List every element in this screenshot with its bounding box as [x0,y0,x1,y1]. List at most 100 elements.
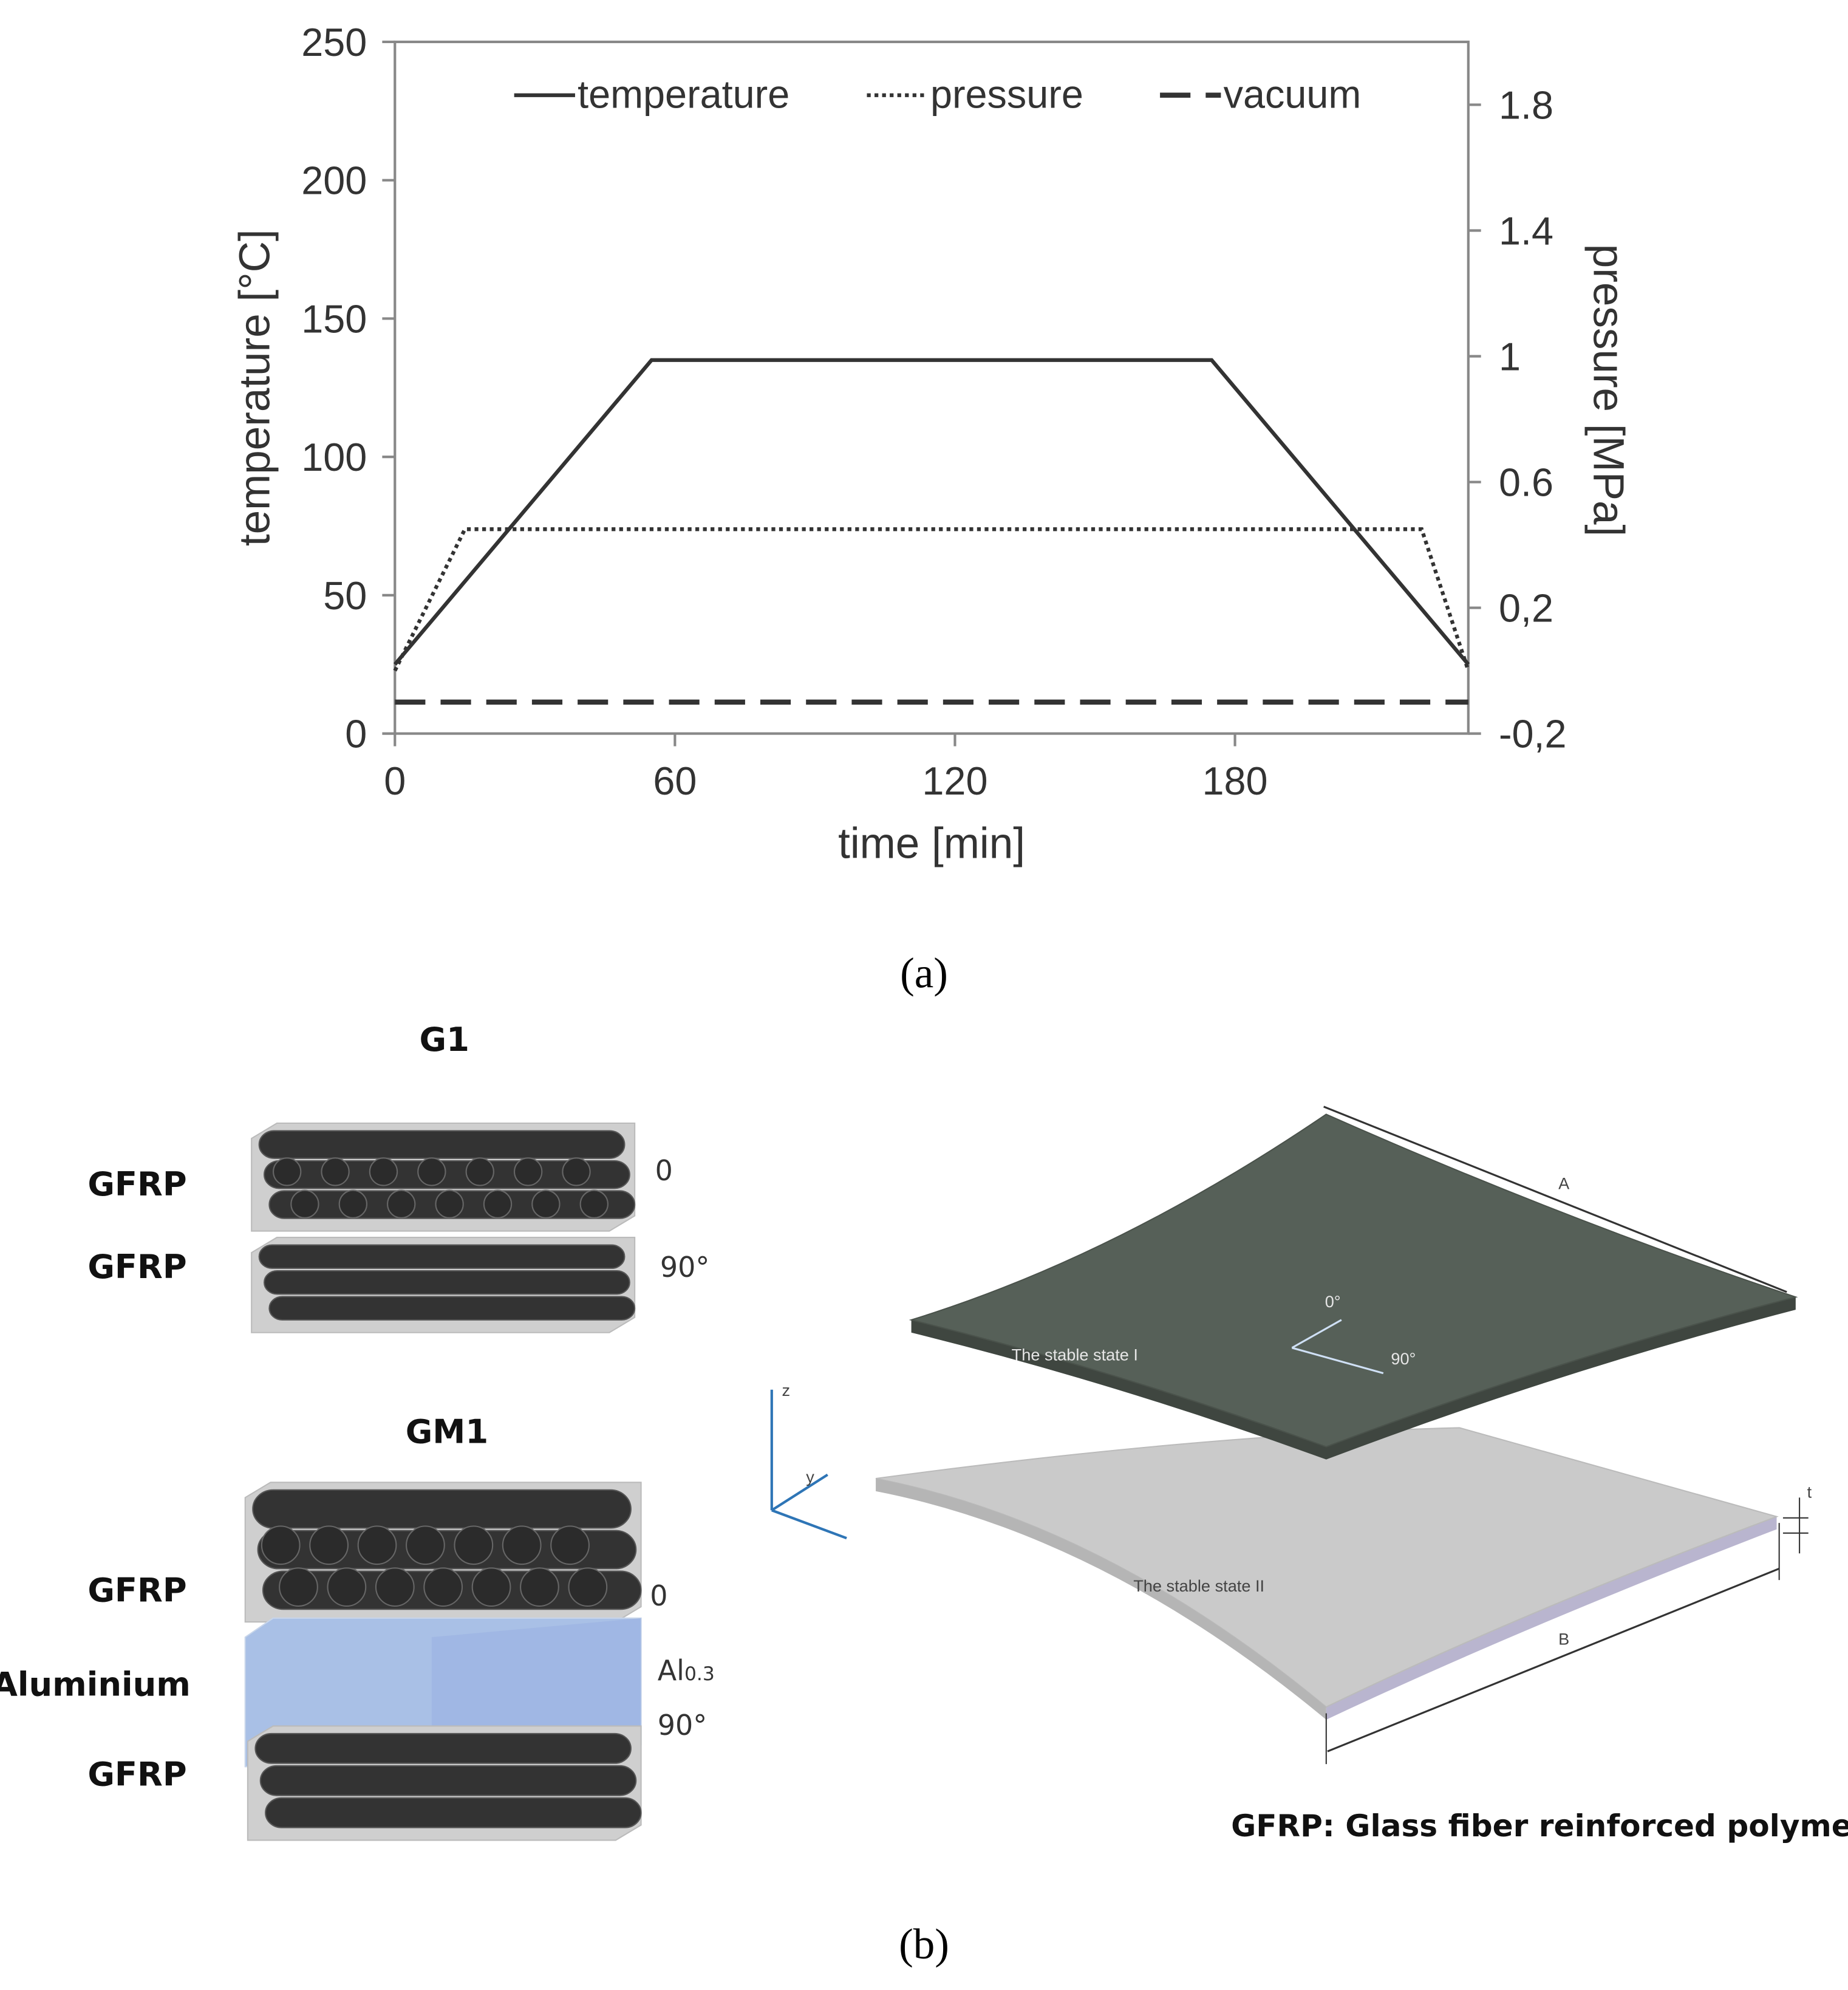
legend-label: vacuum [1224,72,1362,117]
x-tick-label: 180 [1202,759,1268,803]
x-axis-title: time [min] [838,819,1025,867]
fiber-end [327,1567,367,1607]
dimension-label: B [1558,1630,1569,1649]
fiber-end [423,1567,463,1607]
x-tick-label: 0 [384,759,406,803]
fiber-rod [258,1244,626,1269]
fiber-end [465,1157,494,1186]
fiber-end [357,1525,397,1565]
y2-tick-label: 1.4 [1499,208,1553,253]
fiber-end [321,1157,350,1186]
direction-arrow [1291,1319,1342,1349]
fiber-rod [265,1797,642,1828]
legend-label: pressure [930,72,1083,117]
fiber-end [309,1525,349,1565]
legend-label: temperature [578,72,789,117]
data-line [393,358,1470,666]
fiber-end [435,1189,464,1219]
fiber-end [417,1157,446,1186]
axis-label: z [782,1381,791,1400]
layer-material: GFRP [87,1248,186,1286]
fiber-end [531,1189,561,1219]
y-tick-label: 150 [301,296,367,341]
fiber-end [279,1567,318,1607]
dimension-line [1323,1106,1787,1293]
fiber-end [483,1189,513,1219]
fiber-rod [268,1296,636,1321]
layer-material: Aluminium [0,1665,191,1703]
axis-arrow [771,1509,847,1540]
plate-label: The stable state I [1012,1345,1138,1364]
fiber-end [513,1157,543,1186]
y2-axis-title: pressure [MPa] [1584,244,1632,537]
fiber-rod [258,1130,626,1159]
figure-label: (a) [900,949,948,997]
layer-angle: 90° [658,1709,707,1742]
laminate-title: GM1 [406,1413,488,1451]
layer-material: GFRP [87,1756,186,1794]
y2-tick-label: 1.8 [1499,83,1553,127]
y2-tick-label: 1 [1499,335,1521,379]
plate-state-1 [909,1113,1798,1448]
fiber-end [406,1525,445,1565]
direction-label: 90° [1391,1349,1416,1368]
y-tick-label: 200 [301,159,367,203]
fiber-end [520,1567,559,1607]
layer-angle: 0 [650,1579,667,1612]
fiber-rod [259,1765,637,1796]
y2-tick-label: 0.6 [1499,460,1553,505]
layer-angle-sub: 0.3 [684,1663,715,1685]
fiber-end [562,1157,591,1186]
fiber-end [502,1525,542,1565]
laminate-diagrams [244,1122,642,1841]
fiber-end [550,1525,590,1565]
layer-angle: 0 [655,1154,673,1187]
layer-material: GFRP [87,1165,186,1203]
fiber-end [454,1525,494,1565]
plate-edge [911,1297,1796,1460]
y-axis-title: temperature [°C] [231,229,279,546]
axis-label: y [806,1467,814,1486]
fiber-rod [252,1489,632,1529]
y2-tick-label: -0,2 [1499,712,1567,756]
laminate-title: G1 [420,1021,469,1059]
axis-arrow [771,1473,828,1512]
fiber-end [290,1189,319,1219]
fiber-end [471,1567,511,1607]
layer-material: GFRP [87,1571,186,1610]
plate-state-2 [875,1427,1779,1708]
dimension-label: t [1807,1482,1812,1501]
dimension-label: A [1558,1174,1570,1193]
fiber-end [369,1157,398,1186]
y-tick-label: 250 [301,20,367,64]
y-tick-label: 50 [323,573,367,618]
data-line [393,527,1470,672]
fiber-rod [264,1270,630,1295]
layer-angle: 90° [660,1251,709,1284]
layer-angle: Al [658,1654,684,1687]
plate-label: The stable state II [1133,1576,1264,1595]
fiber-end [273,1157,302,1186]
x-tick-label: 120 [922,759,987,803]
y-tick-label: 0 [345,712,367,756]
fiber-end [568,1567,608,1607]
fiber-end [375,1567,415,1607]
figure-label: (b) [899,1921,949,1968]
direction-arrow [1291,1347,1384,1375]
y-tick-label: 100 [301,435,367,479]
y2-tick-label: 0,2 [1499,586,1553,631]
fiber-end [387,1189,416,1219]
footnote: GFRP: Glass fiber reinforced polymer [1231,1808,1848,1844]
fiber-end [338,1189,367,1219]
layer-angle: Al0.3 [658,1654,715,1687]
fiber-end [261,1525,301,1565]
fiber-rod [254,1732,632,1764]
plate-diagram [770,1106,1809,1765]
fiber-end [579,1189,609,1219]
plot-frame [394,40,1470,735]
x-tick-label: 60 [653,759,697,803]
dimension-line [1327,1567,1780,1752]
chart: 0 50 100 150 200 250 -0,2 0,2 0.6 1 1.4 1.8 0 60 120 18… [231,20,1632,867]
